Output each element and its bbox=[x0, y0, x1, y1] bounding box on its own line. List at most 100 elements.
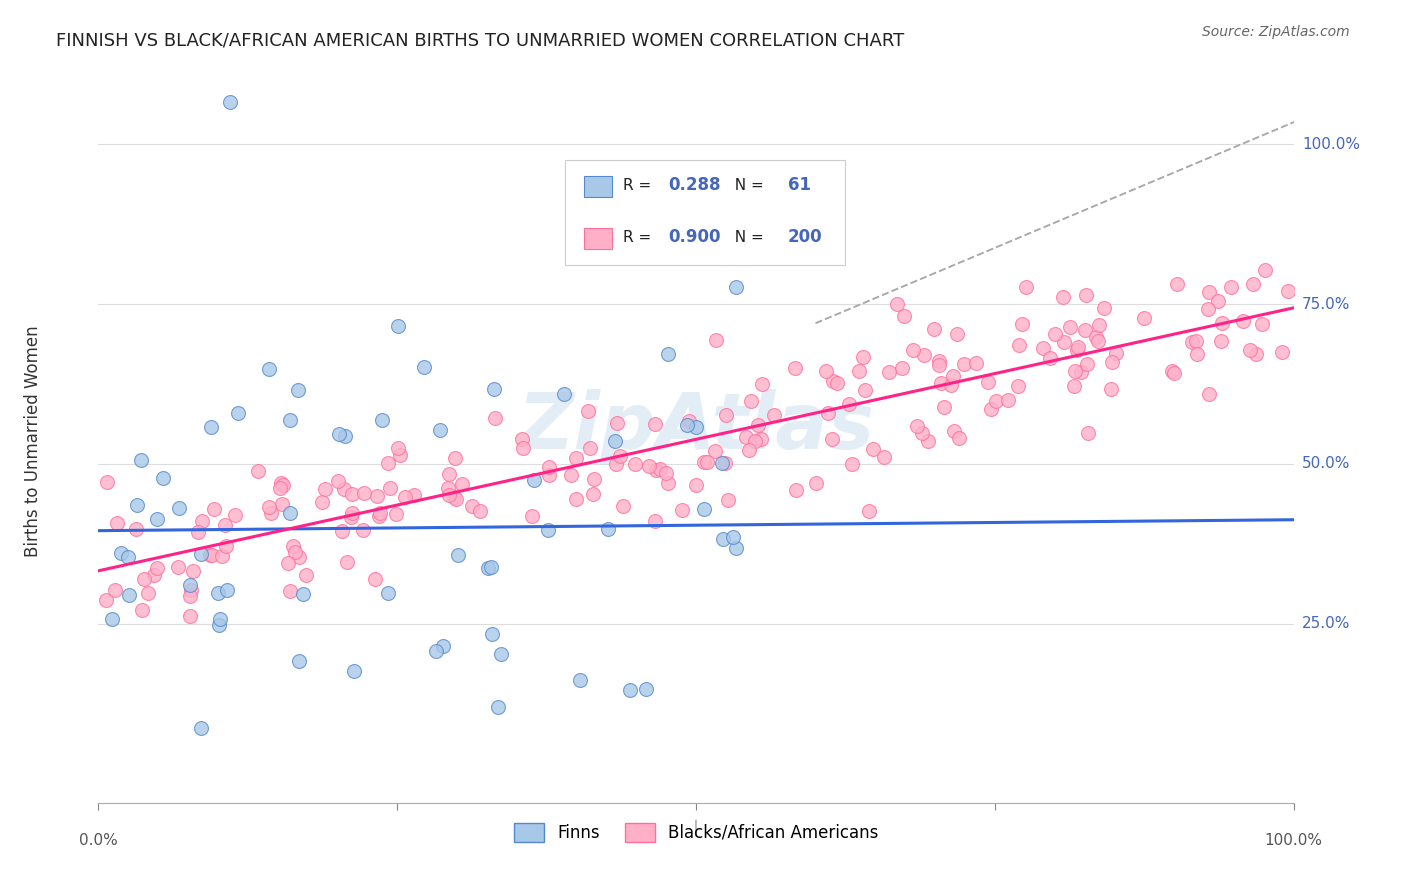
Point bbox=[277, 557, 299, 571]
Point bbox=[939, 378, 962, 392]
Point bbox=[929, 376, 952, 390]
Point bbox=[671, 503, 693, 517]
Point bbox=[714, 456, 737, 470]
Point bbox=[179, 590, 201, 604]
Point bbox=[208, 618, 231, 632]
Point bbox=[1101, 354, 1123, 368]
Point bbox=[711, 532, 734, 546]
Point bbox=[1039, 351, 1062, 365]
Point bbox=[207, 586, 229, 600]
Point bbox=[330, 524, 353, 538]
Point bbox=[1045, 327, 1067, 342]
Point bbox=[1198, 387, 1220, 401]
Point bbox=[104, 583, 127, 598]
Point bbox=[179, 609, 201, 624]
FancyBboxPatch shape bbox=[565, 160, 845, 265]
Point bbox=[932, 401, 955, 415]
Point bbox=[368, 509, 391, 524]
Point bbox=[201, 548, 224, 562]
Point bbox=[208, 612, 231, 626]
Point bbox=[928, 358, 950, 372]
Point bbox=[751, 376, 773, 391]
Point bbox=[1007, 379, 1029, 393]
Point bbox=[911, 426, 934, 441]
Point bbox=[644, 463, 666, 477]
Point bbox=[167, 500, 190, 515]
Text: 100.0%: 100.0% bbox=[1264, 833, 1323, 848]
Point bbox=[218, 95, 240, 109]
Point bbox=[1187, 347, 1209, 361]
Point bbox=[366, 489, 388, 503]
Point bbox=[145, 512, 167, 526]
Point bbox=[214, 518, 236, 533]
Point bbox=[893, 309, 915, 323]
Point bbox=[740, 393, 762, 408]
Point bbox=[821, 432, 844, 446]
Point bbox=[806, 475, 828, 490]
Point bbox=[1011, 317, 1033, 331]
Point bbox=[724, 280, 747, 294]
Point bbox=[657, 476, 679, 491]
Point bbox=[1185, 334, 1208, 349]
Point bbox=[917, 434, 939, 448]
Point bbox=[763, 409, 786, 423]
Point bbox=[377, 585, 399, 599]
Point bbox=[877, 365, 900, 379]
Point bbox=[217, 582, 239, 597]
Point bbox=[146, 561, 169, 575]
Text: Source: ZipAtlas.com: Source: ZipAtlas.com bbox=[1202, 25, 1350, 39]
Point bbox=[744, 434, 766, 449]
Point bbox=[224, 508, 246, 522]
Point bbox=[678, 414, 700, 428]
Point bbox=[1032, 341, 1054, 355]
Point bbox=[785, 360, 807, 375]
Point bbox=[311, 495, 333, 509]
Point bbox=[200, 419, 222, 434]
Point bbox=[1066, 343, 1088, 358]
Point bbox=[443, 490, 465, 504]
Point bbox=[1063, 379, 1085, 393]
Point bbox=[129, 453, 152, 467]
Point bbox=[105, 516, 128, 531]
Point bbox=[612, 499, 634, 513]
Point bbox=[436, 481, 458, 495]
Point bbox=[450, 476, 472, 491]
Point bbox=[378, 481, 401, 495]
Point bbox=[886, 297, 908, 311]
Point bbox=[134, 572, 156, 586]
Point bbox=[425, 643, 447, 657]
Point bbox=[1059, 320, 1081, 334]
Point bbox=[468, 504, 491, 518]
Point bbox=[101, 612, 124, 626]
Point bbox=[735, 430, 758, 444]
Point bbox=[179, 578, 201, 592]
Point bbox=[905, 418, 928, 433]
Point bbox=[96, 475, 118, 490]
Point bbox=[394, 490, 416, 504]
Point bbox=[482, 382, 505, 396]
Point bbox=[724, 541, 747, 556]
Point bbox=[340, 507, 363, 521]
Text: R =: R = bbox=[623, 178, 657, 193]
Point bbox=[704, 825, 727, 839]
Point bbox=[271, 478, 294, 492]
Point bbox=[605, 457, 627, 471]
Point bbox=[685, 478, 707, 492]
Point bbox=[657, 347, 679, 361]
Point bbox=[583, 473, 606, 487]
Point bbox=[693, 501, 716, 516]
Point bbox=[711, 456, 734, 470]
Point bbox=[922, 322, 945, 336]
Text: 75.0%: 75.0% bbox=[1302, 296, 1350, 311]
Point bbox=[997, 393, 1019, 408]
Point bbox=[429, 423, 451, 437]
Point bbox=[333, 482, 356, 496]
Point bbox=[136, 586, 159, 600]
Point bbox=[512, 432, 534, 446]
Point bbox=[328, 427, 350, 442]
Point bbox=[336, 555, 359, 569]
Point bbox=[389, 448, 412, 462]
Point bbox=[295, 567, 318, 582]
Point bbox=[512, 441, 534, 455]
Point bbox=[858, 503, 880, 517]
